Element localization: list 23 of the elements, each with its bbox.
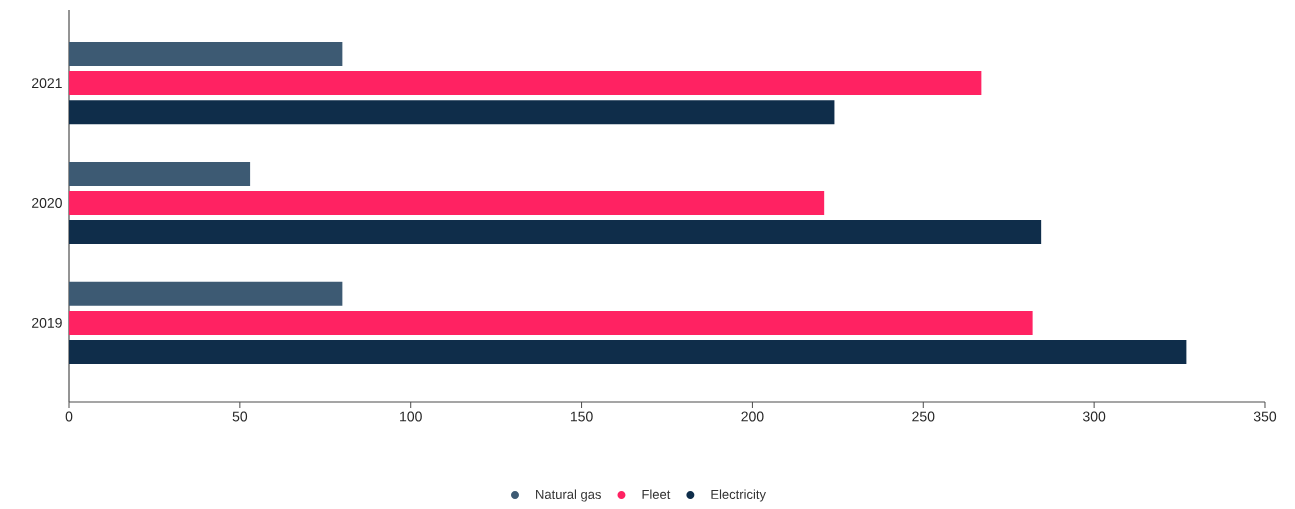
x-tick-label: 300 xyxy=(1082,411,1106,422)
legend-label: Natural gas xyxy=(536,489,601,502)
x-tick-label: 0 xyxy=(65,411,73,422)
y-tick-label: 2021 xyxy=(32,78,62,89)
legend-label: Fleet xyxy=(642,489,671,499)
bar xyxy=(69,71,982,96)
bar xyxy=(69,42,343,67)
bar xyxy=(69,339,1187,364)
bar xyxy=(69,161,251,186)
bar xyxy=(69,310,1033,335)
x-tick-label: 50 xyxy=(232,411,248,422)
y-tick-label: 2019 xyxy=(32,317,62,328)
y-tick-label: 2020 xyxy=(32,198,62,208)
bar xyxy=(69,220,1042,245)
x-tick-label: 350 xyxy=(1253,411,1277,422)
x-tick-label: 250 xyxy=(912,411,935,422)
legend-label: Electricity xyxy=(711,489,766,502)
bar xyxy=(69,191,825,215)
bar xyxy=(69,100,835,125)
x-tick-label: 100 xyxy=(400,411,422,422)
x-tick-label: 150 xyxy=(570,411,593,422)
x-tick-label: 200 xyxy=(741,411,764,422)
bar xyxy=(69,281,343,306)
